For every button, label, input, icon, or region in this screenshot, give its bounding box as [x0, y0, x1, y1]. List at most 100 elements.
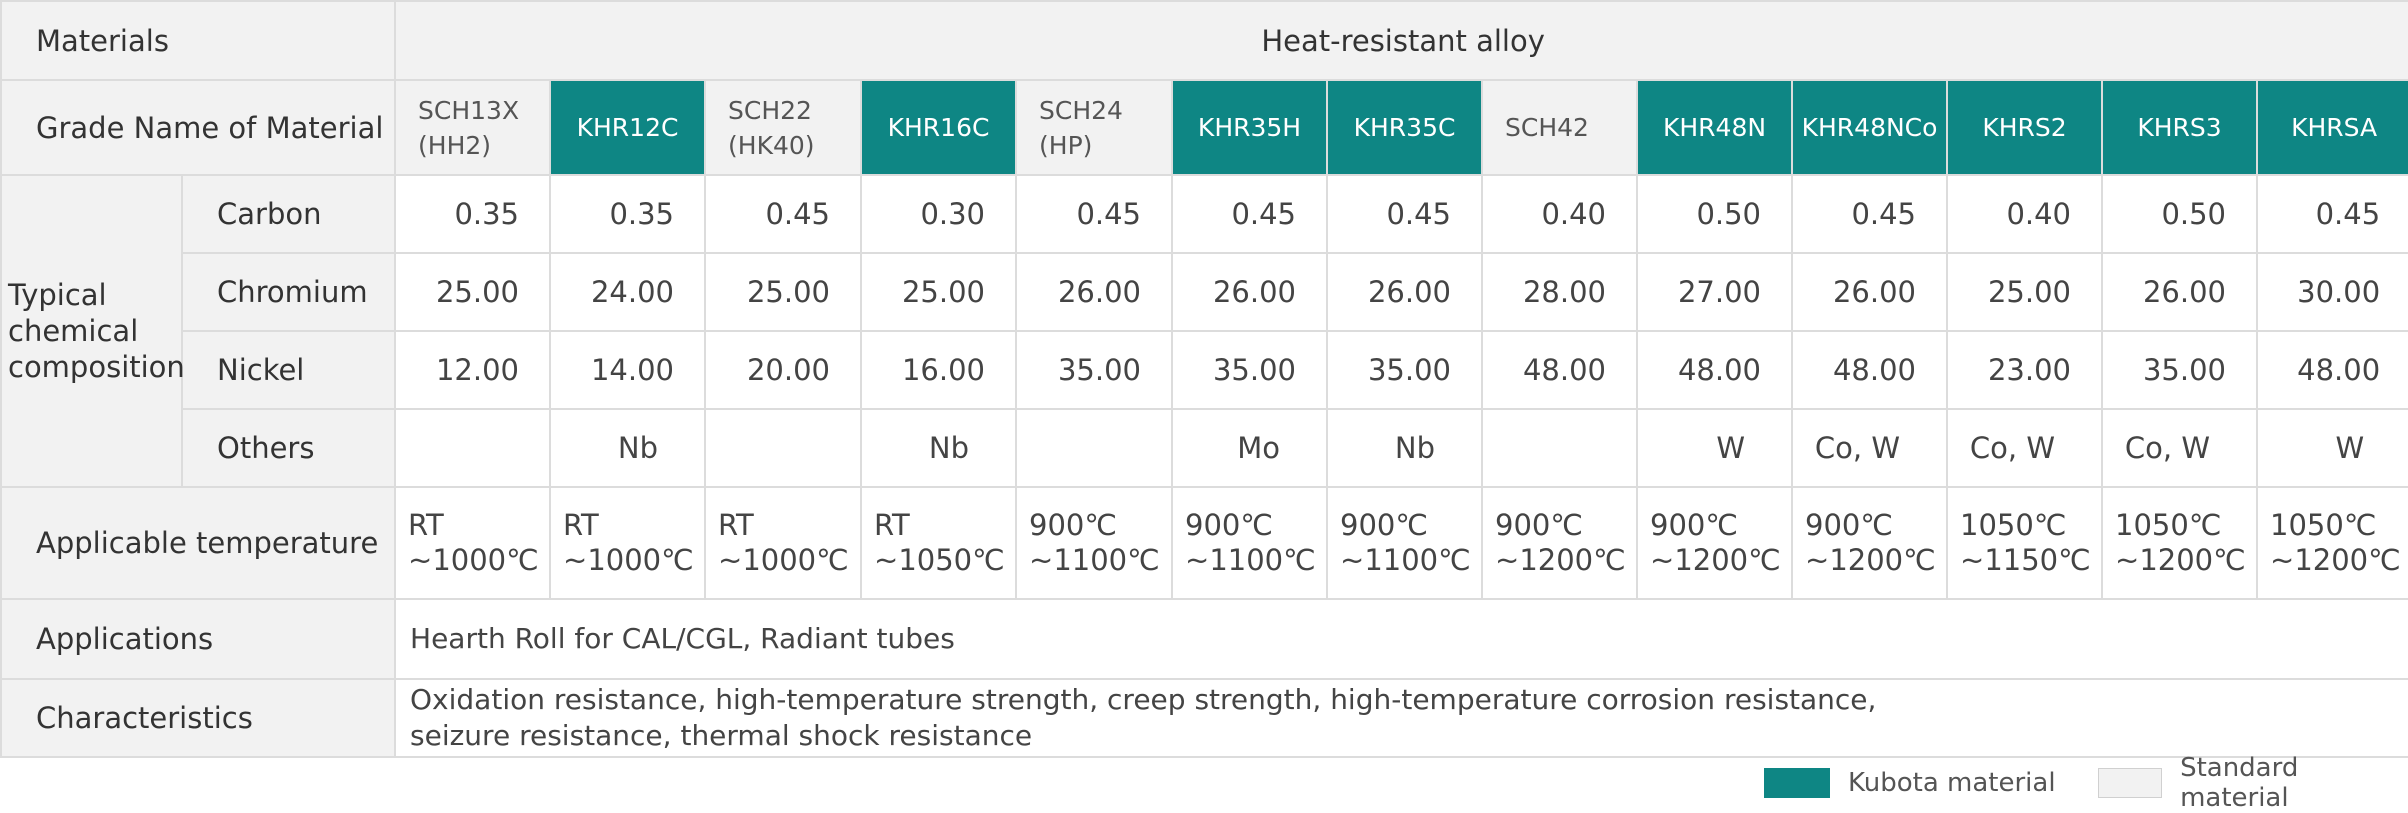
characteristics-row: Characteristics Oxidation resistance, hi…	[0, 678, 2408, 758]
composition-value: W	[2256, 408, 2408, 488]
composition-value: 24.00	[549, 252, 707, 332]
composition-value: 23.00	[1946, 330, 2104, 410]
grade-cell: KHRS3	[2101, 79, 2259, 176]
heat-resistant-alloy-header: Heat-resistant alloy	[394, 0, 2408, 81]
temperature-to: ~1000℃	[718, 543, 849, 577]
legend-kubota: Kubota material	[1764, 768, 2056, 798]
grade-name: KHR35C	[1353, 113, 1456, 142]
temperature-from: 900℃	[1340, 508, 1428, 542]
composition-value: 35.00	[2101, 330, 2259, 410]
composition-value: 26.00	[1326, 252, 1484, 332]
composition-value: 35.00	[1015, 330, 1174, 410]
composition-value: 48.00	[1636, 330, 1794, 410]
temperature-to: ~1100℃	[1029, 543, 1160, 577]
temperature-to: ~1200℃	[2115, 543, 2246, 577]
carbon-row: Typical chemical composition Carbon 0.35…	[0, 174, 2408, 488]
composition-value: 25.00	[704, 252, 863, 332]
temperature-from: 900℃	[1185, 508, 1273, 542]
grade-cell: KHR35C	[1326, 79, 1484, 176]
material-spec-table: Materials Heat-resistant alloy Grade Nam…	[0, 0, 2408, 758]
temperature-from: 900℃	[1805, 508, 1893, 542]
applications-text: Hearth Roll for CAL/CGL, Radiant tubes	[394, 598, 2408, 680]
standard-legend-label: Standard material	[2180, 753, 2299, 813]
applications-row: Applications Hearth Roll for CAL/CGL, Ra…	[0, 598, 2408, 680]
temperature-cell: 900℃ ~1200℃	[1481, 486, 1639, 600]
grade-name-alt: (HP)	[1039, 130, 1093, 160]
composition-value: 35.00	[1326, 330, 1484, 410]
temperature-to: ~1000℃	[408, 543, 539, 577]
composition-value: Mo	[1171, 408, 1329, 488]
temperature-to: ~1100℃	[1340, 543, 1471, 577]
grade-name: KHR48N	[1662, 113, 1767, 142]
composition-value: 25.00	[1946, 252, 2104, 332]
grade-cell: KHR35H	[1171, 79, 1329, 176]
composition-value: 26.00	[2101, 252, 2259, 332]
temperature-to: ~1100℃	[1185, 543, 1316, 577]
composition-value: Nb	[860, 408, 1018, 488]
characteristics-line1: Oxidation resistance, high-temperature s…	[410, 683, 1877, 716]
composition-value: 26.00	[1171, 252, 1329, 332]
temperature-cell: RT ~1050℃	[860, 486, 1018, 600]
materials-row: Materials Heat-resistant alloy	[0, 0, 2408, 81]
grade-cell: KHR12C	[549, 79, 707, 176]
temperature-cell: 1050℃ ~1200℃	[2101, 486, 2259, 600]
temperature-cell: RT ~1000℃	[394, 486, 552, 600]
composition-value: W	[1636, 408, 1794, 488]
composition-value: 28.00	[1481, 252, 1639, 332]
composition-value: 0.50	[1636, 174, 1794, 254]
composition-value: 0.40	[1946, 174, 2104, 254]
grade-cell: SCH42	[1481, 79, 1639, 176]
grade-name: KHR16C	[887, 113, 990, 142]
temperature-from: 900℃	[1650, 508, 1738, 542]
grade-cell: KHRSA	[2256, 79, 2408, 176]
characteristics-label: Characteristics	[0, 678, 397, 758]
temperature-to: ~1200℃	[1495, 543, 1626, 577]
typical-label-line2: chemical	[8, 314, 139, 348]
temperature-from: 1050℃	[1960, 508, 2067, 542]
composition-value: 0.50	[2101, 174, 2259, 254]
grade-cell: SCH13X (HH2)	[394, 79, 552, 176]
grade-name: SCH13X	[418, 95, 520, 125]
temperature-from: RT	[874, 508, 910, 542]
nickel-label: Nickel	[180, 330, 397, 410]
temperature-cell: 1050℃ ~1200℃	[2256, 486, 2408, 600]
temperature-from: 900℃	[1029, 508, 1117, 542]
temperature-to: ~1000℃	[563, 543, 694, 577]
composition-value: 0.45	[2256, 174, 2408, 254]
grade-cell: KHR48NCo	[1791, 79, 1949, 176]
grade-name: KHR12C	[576, 113, 679, 142]
composition-value: 25.00	[394, 252, 552, 332]
composition-value: 26.00	[1791, 252, 1949, 332]
carbon-label: Carbon	[180, 174, 397, 254]
composition-value	[1015, 408, 1174, 488]
temperature-cell: RT ~1000℃	[704, 486, 863, 600]
temperature-cell: 900℃ ~1100℃	[1015, 486, 1174, 600]
typical-label-line3: composition	[8, 350, 185, 384]
applicable-temperature-label: Applicable temperature	[0, 486, 397, 600]
temperature-to: ~1150℃	[1960, 543, 2091, 577]
composition-value: 12.00	[394, 330, 552, 410]
grade-name: KHRS3	[2137, 113, 2222, 142]
composition-value: Co, W	[1791, 408, 1949, 488]
temperature-cell: 900℃ ~1100℃	[1326, 486, 1484, 600]
temperature-cell: 1050℃ ~1150℃	[1946, 486, 2104, 600]
grade-name: KHR48NCo	[1801, 113, 1938, 142]
composition-value: Co, W	[2101, 408, 2259, 488]
composition-value: 0.45	[704, 174, 863, 254]
grade-name-label: Grade Name of Material	[0, 79, 397, 176]
composition-value: 16.00	[860, 330, 1018, 410]
temperature-to: ~1200℃	[1805, 543, 1936, 577]
composition-value: 0.45	[1326, 174, 1484, 254]
temperature-row: Applicable temperature RT ~1000℃ RT ~1000℃ R…	[0, 486, 2408, 600]
nickel-row: Nickel 12.00 14.00 20.00 16.00 35.00 35.00 35.…	[1, 330, 2408, 410]
characteristics-text: Oxidation resistance, high-temperature s…	[394, 678, 2408, 758]
composition-value	[704, 408, 863, 488]
standard-swatch	[2098, 768, 2163, 798]
temperature-cell: 900℃ ~1200℃	[1636, 486, 1794, 600]
grade-name: KHR35H	[1197, 113, 1302, 142]
composition-value: 0.30	[860, 174, 1018, 254]
temperature-from: RT	[563, 508, 599, 542]
grade-cell: KHRS2	[1946, 79, 2104, 176]
composition-value: 48.00	[2256, 330, 2408, 410]
